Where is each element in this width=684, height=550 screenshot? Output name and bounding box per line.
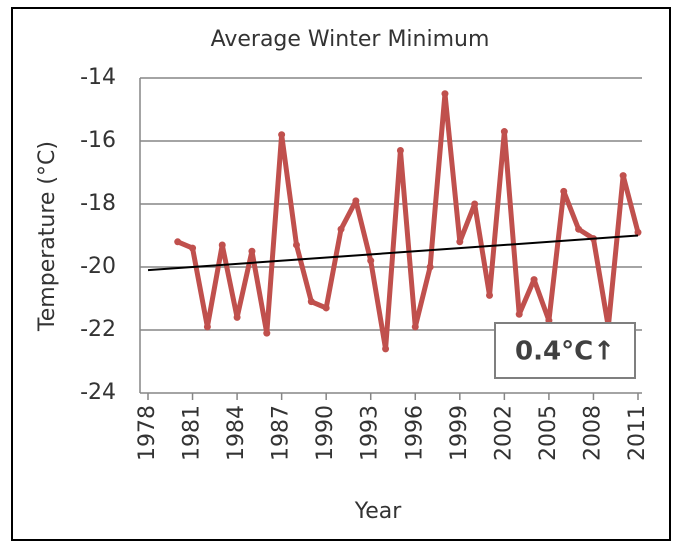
data-point (575, 225, 583, 233)
x-axis-label: Year (354, 499, 403, 524)
data-point (486, 291, 494, 299)
data-point (634, 228, 642, 236)
data-point (292, 241, 300, 249)
data-point (203, 323, 211, 331)
data-point (619, 172, 627, 180)
y-tick-label: -18 (80, 191, 116, 216)
chart-title: Average Winter Minimum (211, 27, 490, 52)
data-point (441, 90, 449, 98)
data-point (411, 323, 419, 331)
data-point (426, 263, 434, 271)
y-tick-label: -24 (80, 380, 116, 405)
data-point (189, 244, 197, 252)
x-tick-label: 1984 (224, 405, 249, 461)
y-tick-label: -20 (80, 254, 116, 279)
x-tick-label: 1990 (313, 405, 338, 461)
x-tick-label: 2002 (491, 405, 516, 461)
data-point (560, 187, 568, 195)
x-tick-label: 1999 (447, 405, 472, 461)
x-tick-label: 1981 (180, 405, 205, 461)
x-tick-label: 2011 (625, 405, 650, 461)
data-point (307, 298, 315, 306)
data-point (530, 276, 538, 284)
y-tick-label: -14 (80, 65, 116, 90)
x-tick-label: 1996 (402, 405, 427, 461)
data-point (382, 345, 390, 353)
x-tick-label: 1978 (135, 405, 160, 461)
data-point (367, 257, 375, 265)
data-point (218, 241, 226, 249)
trend-line (147, 234, 639, 272)
data-point (456, 238, 464, 246)
x-tick-label: 2008 (580, 405, 605, 461)
data-line (176, 91, 641, 352)
y-tick-label: -16 (80, 128, 116, 153)
data-point (278, 131, 286, 139)
y-tick-label: -22 (80, 317, 116, 342)
x-tick-label: 1987 (269, 405, 294, 461)
annotation-box (494, 322, 636, 379)
x-tick-label: 1993 (358, 405, 383, 461)
data-point (233, 313, 241, 321)
data-point (471, 200, 479, 208)
annotation: 0.4°C↑ (515, 337, 615, 367)
x-tick-label: 2005 (536, 405, 561, 461)
y-axis-label: Temperature (°C) (35, 141, 60, 332)
data-point (352, 197, 360, 205)
data-point (322, 304, 330, 312)
chart-border (11, 7, 671, 541)
data-point (174, 238, 182, 246)
data-point (515, 310, 523, 318)
data-point (337, 225, 345, 233)
data-point (396, 146, 404, 154)
data-point (500, 128, 508, 136)
data-point (263, 329, 271, 337)
data-point (248, 247, 256, 255)
